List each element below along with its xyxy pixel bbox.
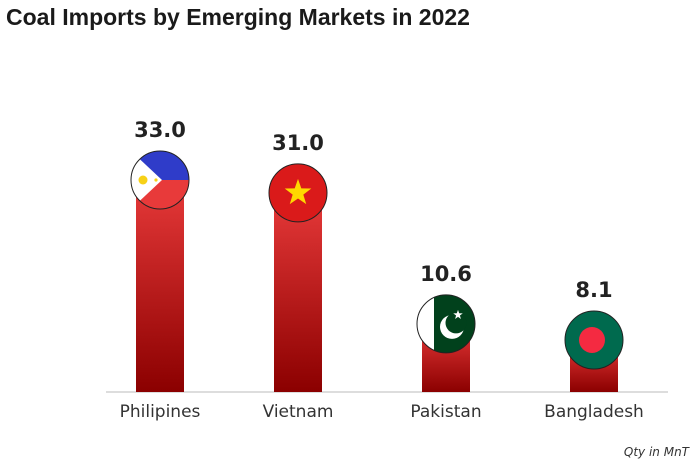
data-label: 33.0 — [134, 118, 186, 142]
bar — [274, 192, 322, 392]
bangladesh-flag-icon — [564, 310, 624, 370]
category-label: Philipines — [120, 402, 201, 422]
category-label: Bangladesh — [544, 402, 644, 422]
bar-group: 8.1 Bangladesh — [544, 278, 644, 422]
bar-group: 31.0 Vietnam — [263, 131, 334, 422]
data-label: 8.1 — [575, 278, 612, 302]
units-note: Qty in MnT — [623, 445, 689, 459]
category-label: Vietnam — [263, 402, 334, 422]
chart-title: Coal Imports by Emerging Markets in 2022 — [6, 4, 470, 30]
data-label: 10.6 — [420, 262, 472, 286]
pakistan-flag-icon — [416, 294, 476, 354]
bar — [136, 180, 184, 392]
vietnam-flag-icon — [268, 163, 328, 223]
data-label: 31.0 — [272, 131, 324, 155]
category-label: Pakistan — [410, 402, 481, 422]
bar-group: 10.6 Pakistan — [410, 262, 481, 422]
bar-group: 33.0 Philipines — [120, 118, 201, 422]
bar-chart: 33.0 Philipines 31.0 Vietnam 10.6 Pakistan 8.1… — [106, 118, 668, 422]
